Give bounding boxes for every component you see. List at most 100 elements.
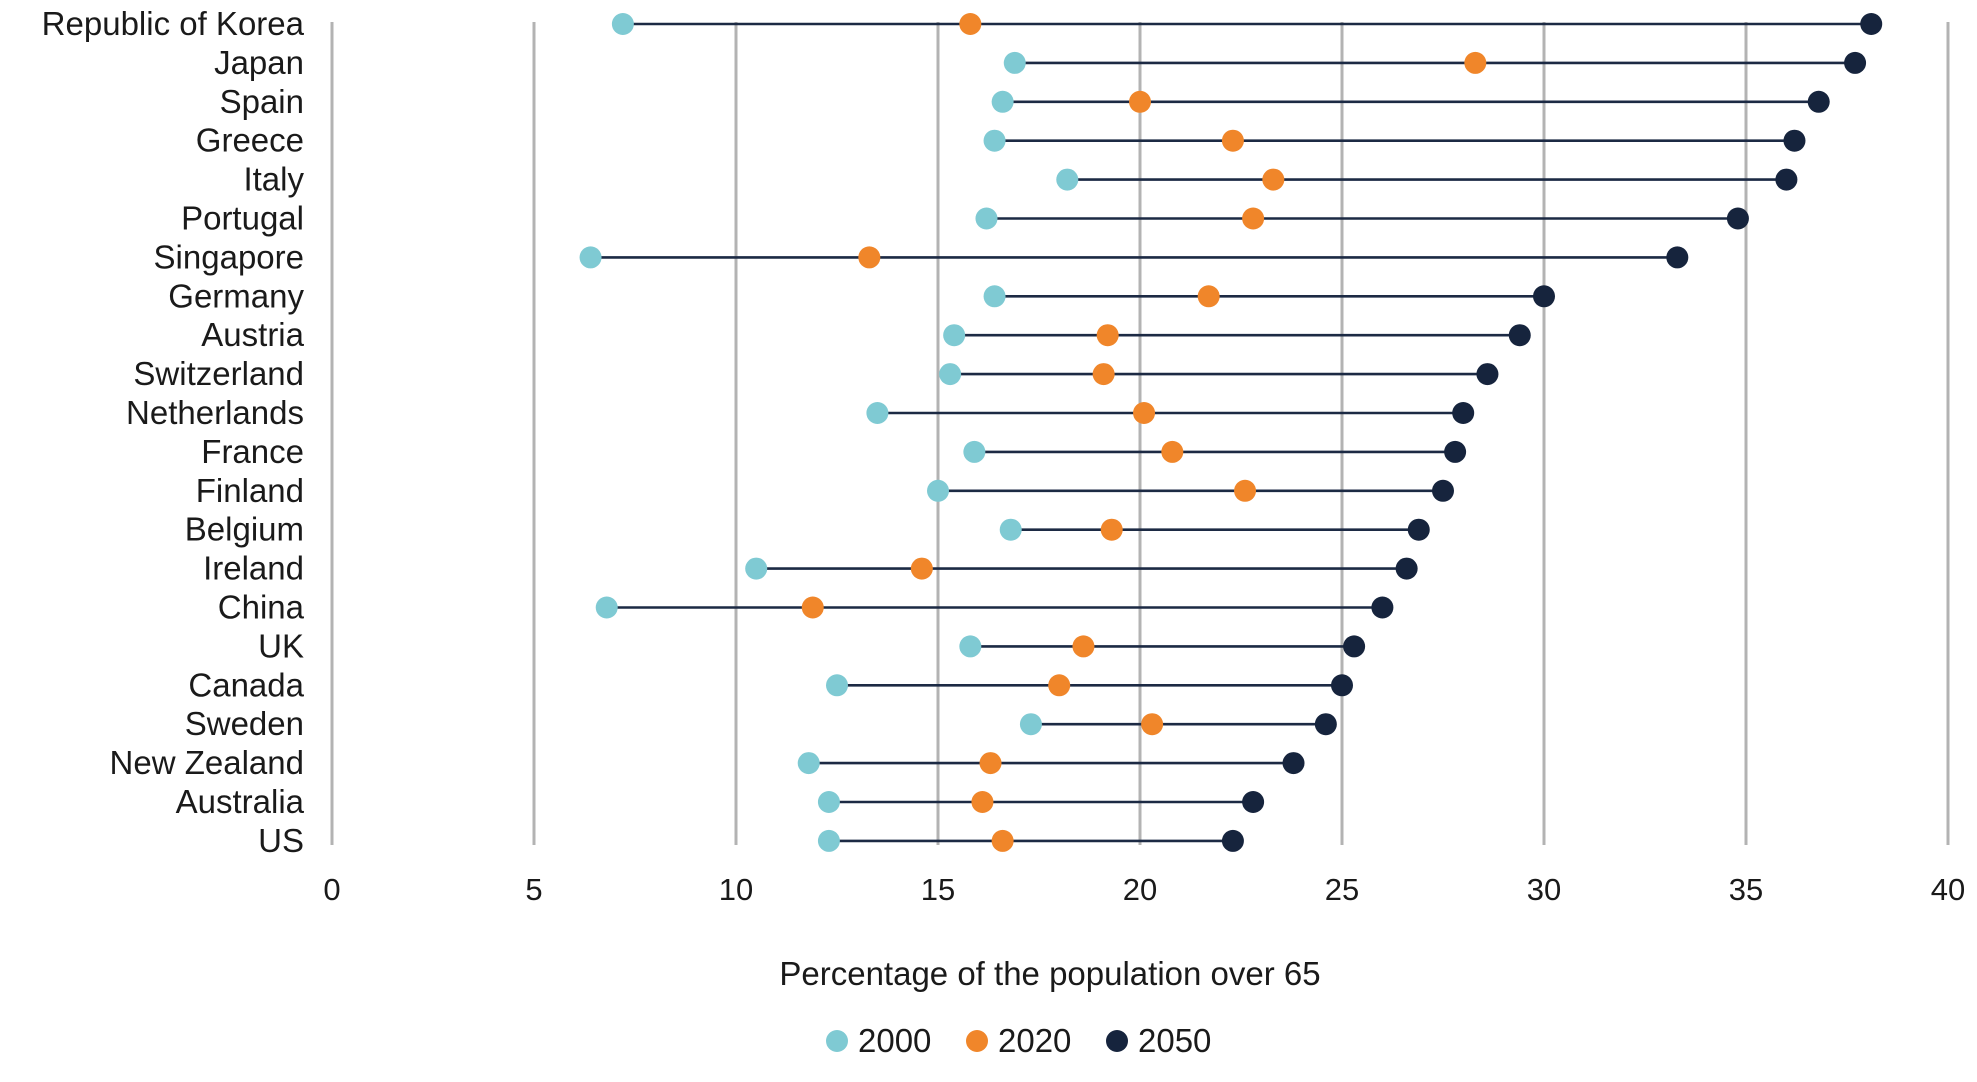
data-point-2000	[611, 13, 634, 35]
data-point-2050	[1444, 440, 1467, 463]
category-label: Switzerland	[133, 355, 304, 392]
x-tick-label: 5	[525, 872, 542, 907]
data-point-2050	[1407, 518, 1430, 541]
data-point-2050	[1783, 129, 1806, 152]
data-point-2000	[939, 363, 962, 386]
x-tick-labels: 0 5 10 15 20 25 30 35 40	[323, 872, 1965, 907]
data-point-2000	[817, 829, 840, 852]
data-point-2020	[971, 791, 994, 813]
data-point-2000	[797, 752, 820, 775]
category-label: Belgium	[185, 511, 304, 548]
legend-label: 2000	[858, 1022, 931, 1059]
data-point-2020	[1133, 402, 1156, 424]
data-point-2050	[1844, 51, 1867, 74]
data-point-2050	[1508, 324, 1531, 347]
data-point-2020	[1129, 90, 1151, 113]
data-point-2000	[579, 246, 602, 269]
data-point-2020	[1242, 207, 1265, 230]
data-point-2000	[745, 557, 768, 580]
data-point-2050	[1314, 713, 1337, 736]
category-label: Japan	[214, 44, 304, 81]
category-label: Greece	[196, 122, 304, 159]
data-point-2000	[595, 596, 618, 619]
data-point-2000	[866, 402, 889, 424]
data-point-2050	[1533, 285, 1555, 308]
x-axis-title: Percentage of the population over 65	[779, 955, 1320, 992]
category-label: US	[258, 822, 304, 859]
data-point-2000	[943, 324, 966, 347]
category-label: China	[218, 589, 305, 626]
data-point-2020	[858, 246, 881, 269]
data-point-2050	[1452, 402, 1475, 424]
legend-label: 2050	[1138, 1022, 1211, 1059]
category-label: Italy	[243, 161, 304, 198]
data-point-2050	[1476, 363, 1499, 386]
data-points	[579, 13, 1883, 852]
data-point-2000	[963, 440, 986, 463]
legend: 2000 2020 2050	[826, 1022, 1211, 1059]
category-label: Portugal	[181, 200, 304, 237]
category-labels: Republic of KoreaJapanSpainGreeceItalyPo…	[42, 5, 305, 859]
data-point-2050	[1242, 791, 1265, 813]
data-point-2020	[1072, 635, 1095, 658]
data-point-2020	[991, 829, 1014, 852]
data-point-2050	[1331, 674, 1353, 697]
category-label: Australia	[176, 783, 305, 820]
category-label: UK	[258, 627, 304, 664]
data-point-2020	[1221, 129, 1244, 152]
data-point-2020	[1100, 518, 1123, 541]
data-point-2050	[1666, 246, 1689, 269]
data-point-2050	[1221, 829, 1244, 852]
x-tick-label: 25	[1325, 872, 1359, 907]
data-point-2000	[975, 207, 998, 230]
data-point-2020	[1262, 168, 1285, 191]
data-point-2050	[1282, 752, 1305, 775]
legend-label: 2020	[998, 1022, 1071, 1059]
data-point-2050	[1807, 90, 1830, 113]
data-point-2000	[927, 479, 949, 502]
data-point-2000	[983, 129, 1006, 152]
data-point-2020	[979, 752, 1002, 775]
category-label: Republic of Korea	[42, 5, 305, 42]
gridlines	[330, 22, 1950, 845]
x-tick-label: 20	[1123, 872, 1157, 907]
x-tick-label: 30	[1527, 872, 1561, 907]
data-point-2000	[1019, 713, 1042, 736]
data-point-2020	[1161, 440, 1184, 463]
data-point-2050	[1371, 596, 1394, 619]
category-label: Canada	[188, 666, 304, 703]
x-tick-label: 10	[719, 872, 753, 907]
data-point-2050	[1775, 168, 1798, 191]
data-point-2050	[1726, 207, 1749, 230]
data-point-2020	[1048, 674, 1071, 697]
data-point-2050	[1395, 557, 1418, 580]
x-tick-label: 35	[1729, 872, 1763, 907]
category-label: Germany	[168, 277, 304, 314]
data-point-2020	[1464, 51, 1487, 74]
category-label: Spain	[220, 83, 304, 120]
x-tick-label: 0	[323, 872, 340, 907]
data-point-2000	[959, 635, 982, 658]
data-point-2000	[1056, 168, 1079, 191]
category-label: Sweden	[185, 705, 304, 742]
data-point-2020	[959, 13, 982, 35]
x-tick-label: 40	[1931, 872, 1965, 907]
data-point-2000	[983, 285, 1006, 308]
data-point-2000	[991, 90, 1014, 113]
data-point-2020	[1197, 285, 1220, 308]
data-point-2000	[817, 791, 840, 813]
x-tick-label: 15	[921, 872, 955, 907]
legend-marker-2020	[966, 1030, 988, 1052]
data-point-2020	[1096, 324, 1119, 347]
category-label: New Zealand	[110, 744, 304, 781]
data-point-2020	[801, 596, 824, 619]
category-label: Ireland	[203, 550, 304, 587]
data-point-2020	[1141, 713, 1164, 736]
data-point-2020	[1234, 479, 1257, 502]
category-label: Austria	[201, 316, 304, 353]
legend-marker-2000	[826, 1030, 848, 1052]
data-point-2050	[1432, 479, 1454, 502]
category-label: Netherlands	[126, 394, 304, 431]
